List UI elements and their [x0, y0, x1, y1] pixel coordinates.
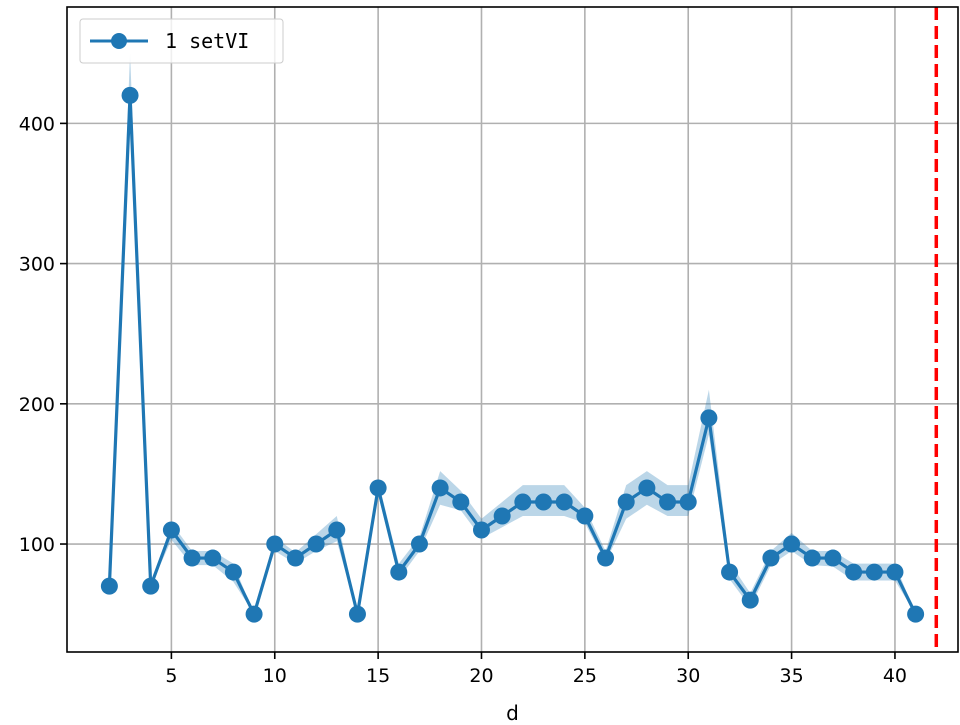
data-point: [245, 605, 263, 623]
x-tick-label: 20: [469, 665, 493, 687]
data-point: [100, 577, 118, 595]
data-point: [845, 563, 863, 581]
x-axis-label: d: [506, 701, 519, 725]
data-point: [369, 479, 387, 497]
confidence-band-area: [109, 53, 916, 615]
data-point: [659, 493, 677, 511]
data-point: [617, 493, 635, 511]
series-line-path: [107, 93, 918, 616]
data-point: [597, 549, 615, 567]
data-point: [142, 577, 160, 595]
data-point: [431, 479, 449, 497]
legend-box: [79, 18, 284, 64]
data-point: [762, 549, 780, 567]
y-tick-label: 100: [19, 534, 55, 556]
data-point: [700, 409, 718, 427]
x-tick-label: 40: [883, 665, 907, 687]
y-tick-label: 200: [19, 394, 55, 416]
x-tick-label: 10: [263, 665, 287, 687]
data-point: [721, 563, 739, 581]
data-point: [493, 507, 511, 525]
x-tick-label: 5: [165, 665, 177, 687]
legend-entry-label: 1 setVI: [165, 29, 249, 53]
series-line: [107, 93, 918, 616]
data-point: [865, 563, 883, 581]
data-point: [514, 493, 532, 511]
data-point: [741, 591, 759, 609]
data-point: [307, 535, 325, 553]
data-point: [638, 479, 656, 497]
data-point: [328, 521, 346, 539]
axes: [60, 6, 959, 659]
data-point: [121, 86, 139, 104]
data-point: [286, 549, 304, 567]
tick-labels: 5 10 15 20 25 30 35 40 100 200 300 400: [19, 113, 907, 687]
x-tick-label: 35: [779, 665, 803, 687]
data-point: [679, 493, 697, 511]
x-tick-label: 25: [573, 665, 597, 687]
data-point: [452, 493, 470, 511]
data-point: [162, 521, 180, 539]
data-point: [576, 507, 594, 525]
x-tick-label: 30: [676, 665, 700, 687]
data-point: [266, 535, 284, 553]
x-tick-label: 15: [366, 665, 390, 687]
data-point: [390, 563, 408, 581]
grid: [67, 7, 958, 652]
data-point: [535, 493, 553, 511]
y-tick-label: 400: [19, 113, 55, 135]
data-point: [204, 549, 222, 567]
data-point: [183, 549, 201, 567]
data-point: [803, 549, 821, 567]
data-point: [907, 605, 925, 623]
data-point: [783, 535, 801, 553]
data-point: [555, 493, 573, 511]
plot-frame: [66, 6, 959, 653]
confidence-band: [109, 53, 916, 615]
data-point: [410, 535, 428, 553]
legend[interactable]: 1 setVI: [79, 18, 284, 64]
data-point: [886, 563, 904, 581]
data-point: [224, 563, 242, 581]
y-tick-label: 300: [19, 254, 55, 276]
data-point: [472, 521, 490, 539]
data-point: [348, 605, 366, 623]
legend-marker-swatch: [111, 33, 127, 49]
series-points: [100, 86, 925, 623]
data-point: [824, 549, 842, 567]
